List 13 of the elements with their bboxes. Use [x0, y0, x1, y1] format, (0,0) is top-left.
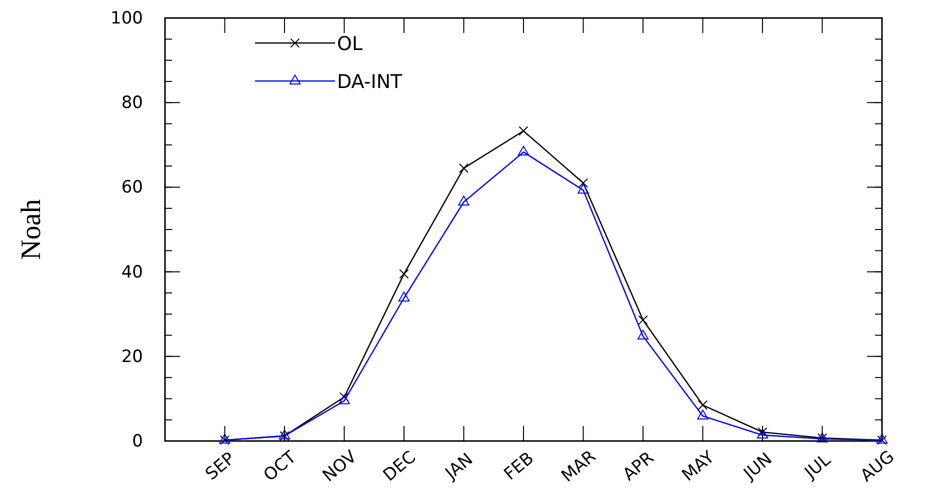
y-tick-label: 60	[121, 178, 143, 198]
y-tick-label: 100	[110, 8, 143, 28]
legend-label: OL	[337, 33, 363, 55]
y-tick-label: 0	[132, 431, 143, 452]
legend-label: DA-INT	[337, 71, 403, 93]
x-tick-label: APR	[619, 448, 658, 486]
y-axis-title: Noah	[16, 199, 47, 260]
x-tick-label: JUL	[800, 450, 836, 484]
x-tick-label: FEB	[500, 448, 538, 485]
y-tick-label: 80	[121, 93, 143, 114]
x-tick-label: SEP	[202, 448, 240, 484]
y-tick-label: 20	[121, 346, 143, 367]
y-tick-label: 40	[121, 262, 143, 282]
